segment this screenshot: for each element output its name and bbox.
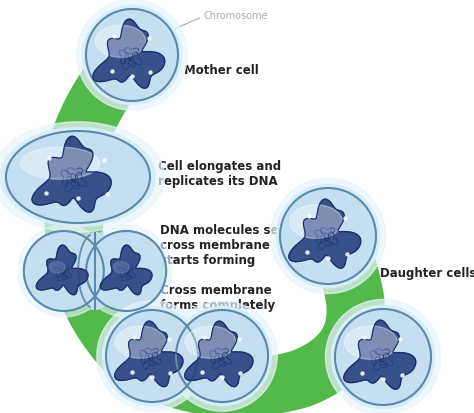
Ellipse shape [6, 132, 150, 223]
Text: DNA molecules separate,
cross membrane
starts forming: DNA molecules separate, cross membrane s… [160, 223, 327, 266]
Text: Daughter cells: Daughter cells [380, 266, 474, 279]
Ellipse shape [276, 185, 380, 288]
Ellipse shape [73, 233, 117, 310]
Ellipse shape [106, 310, 198, 402]
Ellipse shape [290, 205, 342, 239]
Ellipse shape [280, 189, 376, 284]
Text: Mother cell: Mother cell [184, 64, 259, 77]
Ellipse shape [176, 310, 268, 402]
Polygon shape [93, 20, 165, 89]
Ellipse shape [86, 10, 178, 102]
Polygon shape [289, 199, 361, 268]
Ellipse shape [0, 128, 155, 227]
Circle shape [86, 231, 166, 311]
Ellipse shape [345, 326, 397, 360]
Polygon shape [185, 321, 253, 387]
Ellipse shape [307, 223, 329, 238]
Ellipse shape [173, 307, 272, 406]
Polygon shape [36, 245, 88, 295]
Ellipse shape [0, 123, 164, 233]
Polygon shape [115, 321, 183, 387]
Ellipse shape [97, 301, 207, 411]
Circle shape [24, 231, 104, 311]
Ellipse shape [335, 309, 431, 405]
Text: Cross membrane
forms completely: Cross membrane forms completely [160, 283, 275, 311]
Ellipse shape [325, 300, 441, 413]
Ellipse shape [49, 262, 65, 273]
Ellipse shape [115, 326, 166, 358]
Ellipse shape [82, 7, 182, 105]
Ellipse shape [111, 43, 133, 59]
Circle shape [80, 225, 172, 317]
Ellipse shape [102, 307, 201, 406]
Text: Chromosome: Chromosome [204, 11, 268, 21]
Ellipse shape [331, 306, 435, 408]
Polygon shape [100, 245, 152, 295]
Ellipse shape [185, 326, 236, 358]
Text: Cell elongates and
replicates its DNA: Cell elongates and replicates its DNA [158, 159, 281, 188]
Ellipse shape [113, 262, 129, 273]
Ellipse shape [77, 1, 187, 111]
Polygon shape [32, 137, 111, 213]
Ellipse shape [362, 343, 384, 359]
Ellipse shape [202, 343, 223, 358]
Ellipse shape [52, 162, 76, 180]
Ellipse shape [20, 148, 100, 180]
Ellipse shape [95, 26, 146, 58]
Polygon shape [344, 320, 416, 389]
Ellipse shape [167, 301, 277, 411]
Ellipse shape [132, 343, 153, 358]
Circle shape [18, 225, 110, 317]
Ellipse shape [270, 179, 386, 294]
